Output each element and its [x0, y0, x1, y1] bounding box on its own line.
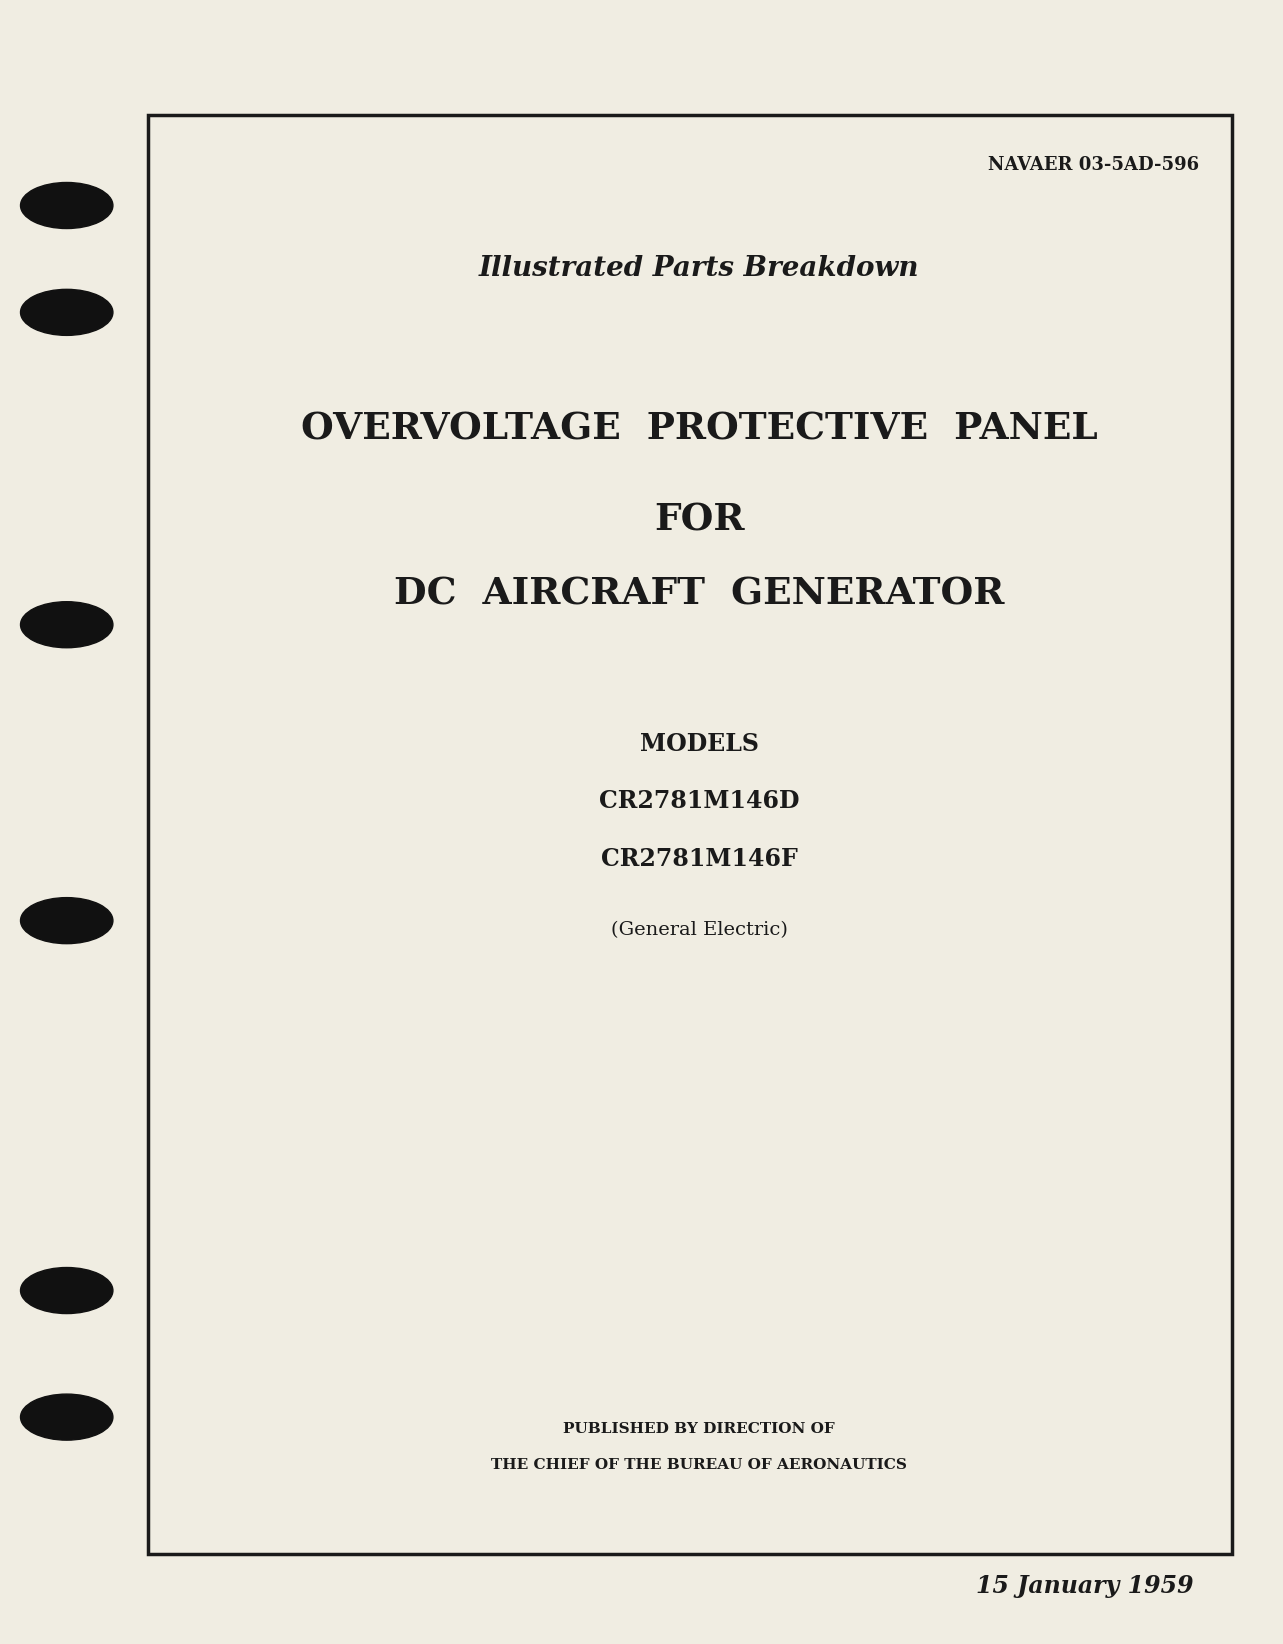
FancyBboxPatch shape [148, 115, 1232, 1554]
Ellipse shape [21, 1394, 113, 1440]
Text: CR2781M146D: CR2781M146D [599, 789, 799, 814]
Text: NAVAER 03-5AD-596: NAVAER 03-5AD-596 [988, 156, 1200, 174]
Ellipse shape [21, 898, 113, 944]
Text: FOR: FOR [654, 501, 744, 539]
Ellipse shape [21, 1268, 113, 1314]
Text: CR2781M146F: CR2781M146F [600, 847, 798, 871]
Text: THE CHIEF OF THE BUREAU OF AERONAUTICS: THE CHIEF OF THE BUREAU OF AERONAUTICS [491, 1458, 907, 1473]
Ellipse shape [21, 289, 113, 335]
Ellipse shape [21, 182, 113, 229]
Text: DC  AIRCRAFT  GENERATOR: DC AIRCRAFT GENERATOR [394, 575, 1005, 613]
Text: Illustrated Parts Breakdown: Illustrated Parts Breakdown [479, 255, 920, 281]
Text: MODELS: MODELS [640, 732, 758, 756]
Text: (General Electric): (General Electric) [611, 921, 788, 939]
Ellipse shape [21, 602, 113, 648]
Text: OVERVOLTAGE  PROTECTIVE  PANEL: OVERVOLTAGE PROTECTIVE PANEL [300, 411, 1098, 449]
Text: 15 January 1959: 15 January 1959 [975, 1573, 1193, 1598]
Text: PUBLISHED BY DIRECTION OF: PUBLISHED BY DIRECTION OF [563, 1422, 835, 1437]
